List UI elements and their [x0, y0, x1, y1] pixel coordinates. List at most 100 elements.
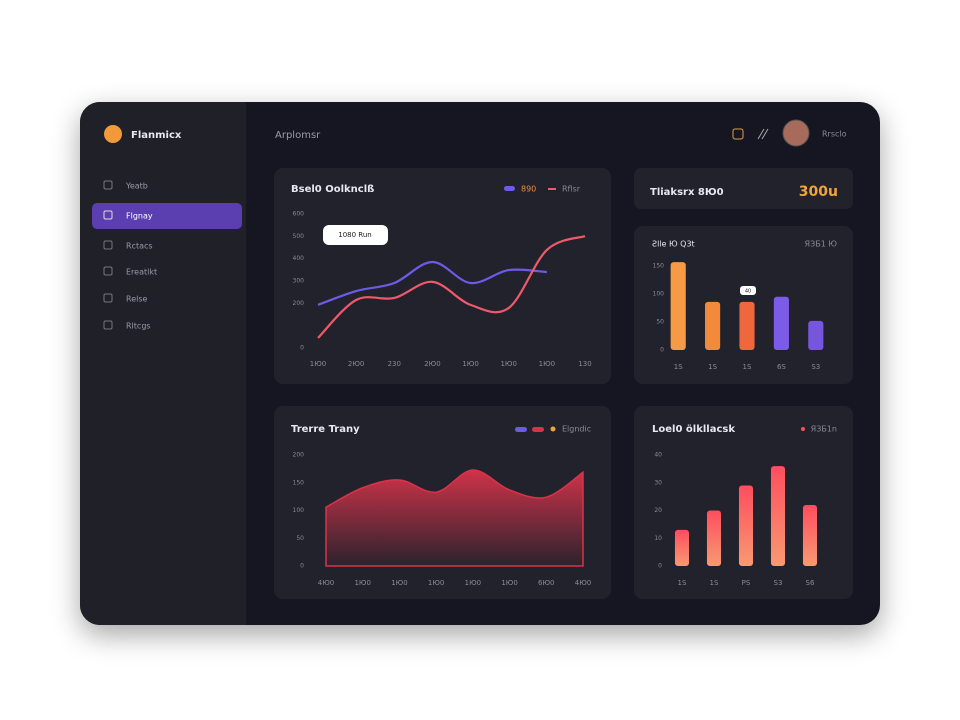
y-tick-label: 600 [293, 211, 305, 218]
y-tick-label: 0 [660, 347, 664, 354]
legend-swatch [550, 426, 556, 432]
active-item-bg [92, 203, 242, 229]
bar [802, 504, 818, 566]
legend-swatch [801, 427, 805, 431]
area [325, 469, 584, 567]
bar [739, 301, 755, 350]
y-tick-label: 10 [654, 535, 662, 542]
menu-icon [103, 210, 113, 220]
y-tick-label: 50 [296, 535, 304, 542]
x-tick-label: 1Ю0 [465, 579, 481, 587]
y-tick-label: 0 [658, 563, 662, 570]
avatar[interactable] [782, 119, 810, 147]
bar [705, 301, 721, 350]
card [634, 168, 853, 209]
x-tick-label: 6Ю0 [538, 579, 554, 587]
menu-item[interactable]: Yeatb [125, 182, 148, 191]
menu-item[interactable]: Relse [126, 295, 148, 304]
stat-label: Tliaksrx 8Ю0 [650, 187, 724, 198]
y-tick-label: 400 [293, 255, 305, 262]
legend-swatch [515, 427, 527, 432]
line [317, 235, 586, 339]
sidebar [80, 102, 246, 625]
menu-icon [103, 240, 113, 250]
menu: Yeatb Flgnay Rctacs Ereatlkt Relse Rltcgs [103, 180, 157, 331]
x-tick-label: 1Ю0 [354, 579, 370, 587]
y-tick-label: 500 [293, 233, 305, 240]
tooltip [323, 225, 388, 245]
x-tick-label: 6S [777, 363, 786, 371]
bar [706, 510, 722, 566]
x-tick-label: 1S [743, 363, 752, 371]
y-tick-label: 150 [293, 479, 305, 486]
menu-icon [103, 180, 113, 190]
y-tick-label: 20 [654, 507, 662, 514]
x-tick-label: S3 [811, 363, 820, 371]
x-tick-label: 1Ю0 [391, 579, 407, 587]
y-tick-label: 100 [653, 291, 665, 298]
logo [104, 125, 122, 143]
chart-title: Loel0 ölkllacsk [652, 424, 735, 435]
menu-item[interactable]: Flgnay [126, 212, 153, 221]
x-tick-label: 4Ю0 [318, 579, 334, 587]
menu-icon [103, 266, 113, 276]
x-tick-label: 1Ю0 [501, 579, 517, 587]
app-name: Flanmicx [131, 130, 182, 141]
y-tick-label: 50 [656, 319, 664, 326]
x-tick-label: 230 [388, 360, 401, 368]
x-tick-label: 130 [578, 360, 591, 368]
bar [808, 320, 824, 350]
x-tick-label: 1Ю0 [310, 360, 326, 368]
bar [770, 466, 786, 566]
x-tick-label: 1Ю0 [539, 360, 555, 368]
bar [674, 529, 690, 566]
x-tick-label: S3 [774, 579, 783, 587]
y-tick-label: 0 [300, 345, 304, 352]
x-tick-label: 2Ю0 [424, 360, 440, 368]
legend-label: Elgndic [562, 425, 591, 434]
bar [738, 485, 754, 566]
legend-swatch [532, 427, 544, 432]
x-tick-label: 1S [678, 579, 687, 587]
tooltip-text: 1080 Run [338, 231, 371, 239]
chart-subtitle: ЯЗБ1 Ю [805, 240, 838, 249]
bar [670, 262, 686, 350]
header-title: Arplomsr [275, 130, 321, 141]
x-tick-label: S6 [806, 579, 815, 587]
bar-tag [740, 286, 756, 295]
chart-title: Ƨlle Ю Q3t [652, 240, 695, 249]
y-tick-label: 200 [293, 300, 305, 307]
x-tick-label: 1Ю0 [462, 360, 478, 368]
y-tick-label: 0 [300, 563, 304, 570]
x-tick-label: 1Ю0 [428, 579, 444, 587]
icon-bell[interactable] [732, 128, 744, 140]
menu-icon [103, 320, 113, 330]
x-tick-label: 1Ю0 [500, 360, 516, 368]
y-tick-label: 40 [654, 452, 662, 459]
icon-settings[interactable] [757, 128, 769, 140]
y-tick-label: 300 [293, 278, 305, 285]
stat-value: 300u [799, 184, 838, 200]
menu-item[interactable]: Ereatlkt [126, 268, 157, 277]
x-tick-label: 1S [674, 363, 683, 371]
y-tick-label: 100 [293, 507, 305, 514]
legend-label: Rflsr [562, 185, 581, 194]
line [317, 260, 547, 306]
legend-swatch [504, 186, 515, 191]
bar [773, 296, 789, 350]
card [274, 168, 611, 384]
menu-item[interactable]: Rltcgs [126, 322, 151, 331]
x-tick-label: 4Ю0 [575, 579, 591, 587]
legend-label: 890 [521, 185, 536, 194]
chart-title: Trerre Trany [291, 424, 360, 435]
menu-item[interactable]: Rctacs [126, 242, 153, 251]
x-tick-label: 1S [708, 363, 717, 371]
y-tick-label: 30 [654, 479, 662, 486]
y-tick-label: 200 [293, 452, 305, 459]
bar-tag-text: 40 [745, 289, 751, 295]
x-tick-label: PS [742, 579, 751, 587]
user-name: Rrsclo [822, 130, 847, 139]
x-tick-label: 1S [710, 579, 719, 587]
